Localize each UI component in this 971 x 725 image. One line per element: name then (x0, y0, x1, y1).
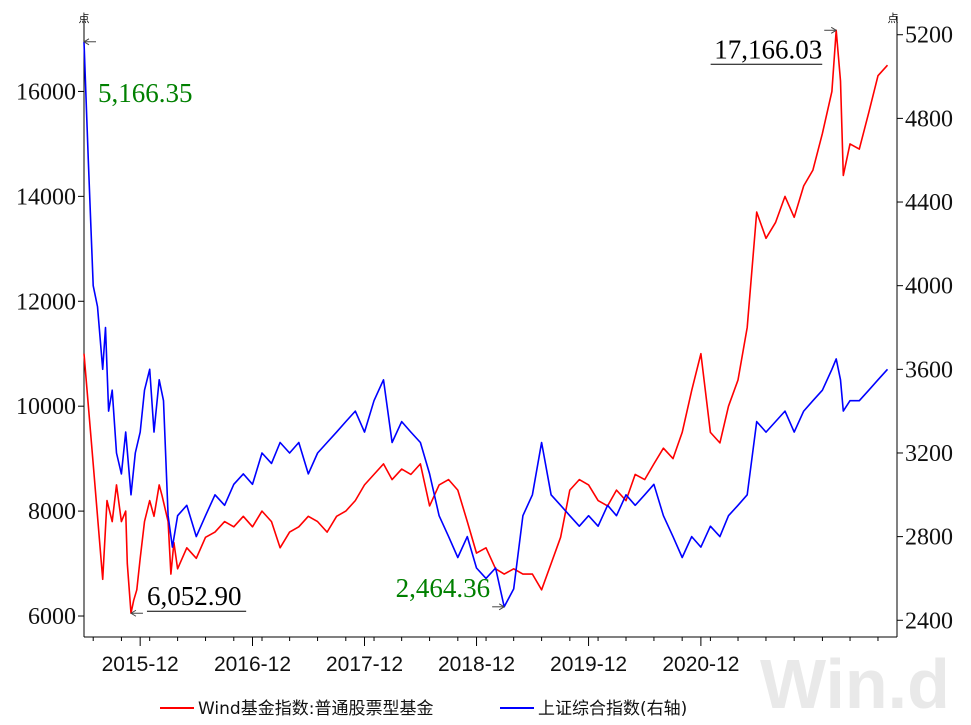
fund-index-line (83, 29, 889, 614)
right-tick-label: 5200 (905, 23, 953, 49)
left-tick-label: 16000 (16, 79, 76, 105)
left-tick-label: 8000 (28, 499, 76, 525)
right-tick-label: 4800 (905, 106, 953, 132)
legend-label: 上证综合指数(右轴) (538, 699, 687, 719)
x-tick-label: 2018-12 (438, 653, 515, 676)
annotation-arrow (130, 609, 137, 617)
right-tick-label: 3600 (905, 357, 953, 383)
left-axis-unit: 点 (79, 12, 90, 25)
annotation-arrow (830, 26, 837, 34)
left-tick-label: 12000 (16, 289, 76, 315)
left-tick-label: 6000 (28, 604, 76, 630)
annotation-arrow (498, 603, 505, 611)
x-tick-label: 2019-12 (550, 653, 627, 676)
annotation-fund-high: 17,166.03 (714, 34, 822, 64)
legend: Wind基金指数:普通股票型基金 上证综合指数(右轴) (160, 699, 687, 719)
right-tick-label: 2800 (905, 525, 953, 551)
axes: 点 点 6000 8000 10000 12000 14000 16000 2400 2800 32… (16, 12, 953, 676)
x-tick-label: 2017-12 (326, 653, 403, 676)
left-tick-label: 10000 (16, 394, 76, 420)
watermark: Win.d (760, 645, 950, 723)
right-tick-label: 2400 (905, 608, 953, 634)
sse-index-line (83, 41, 889, 608)
right-tick-label: 4400 (905, 190, 953, 216)
right-tick-label: 4000 (905, 274, 953, 300)
series-lines (83, 29, 889, 614)
right-tick-label: 3200 (905, 441, 953, 467)
annotation-fund-low: 6,052.90 (147, 581, 242, 611)
legend-label: Wind基金指数:普通股票型基金 (198, 699, 433, 719)
right-axis-unit: 点 (888, 12, 899, 25)
annotation-sse-low: 2,464.36 (396, 573, 491, 603)
x-tick-label: 2016-12 (214, 653, 291, 676)
annotation-arrow (83, 38, 90, 46)
annotations: 5,166.35 6,052.90 2,464.36 17,166.03 (83, 26, 837, 617)
x-tick-label: 2020-12 (662, 653, 739, 676)
x-tick-label: 2015-12 (102, 653, 179, 676)
left-tick-label: 14000 (16, 184, 76, 210)
annotation-sse-high: 5,166.35 (98, 78, 193, 108)
